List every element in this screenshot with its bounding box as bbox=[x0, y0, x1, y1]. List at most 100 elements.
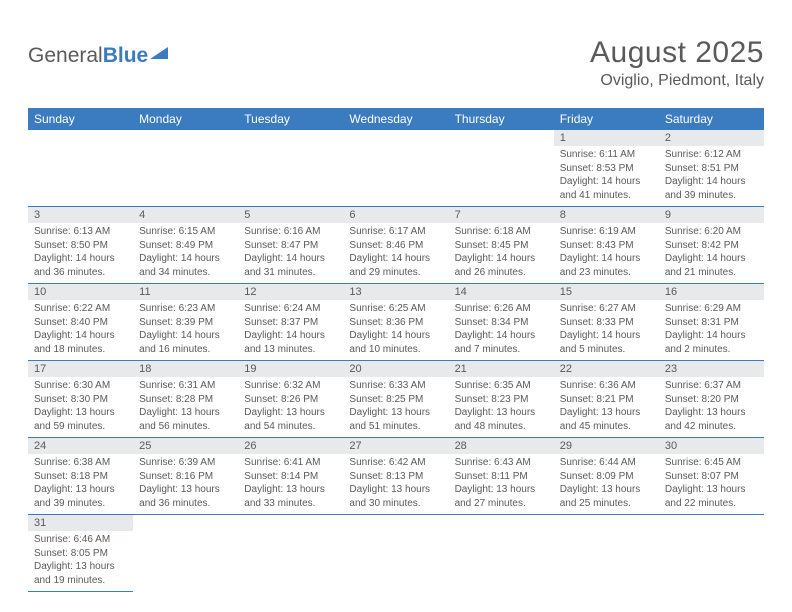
sunrise-line: Sunrise: 6:45 AM bbox=[665, 456, 758, 470]
weekday-header: Sunday bbox=[28, 108, 133, 130]
calendar-cell: 16Sunrise: 6:29 AMSunset: 8:31 PMDayligh… bbox=[659, 284, 764, 361]
sunrise-line: Sunrise: 6:35 AM bbox=[455, 379, 548, 393]
sunrise-line: Sunrise: 6:43 AM bbox=[455, 456, 548, 470]
calendar-cell-empty bbox=[343, 515, 448, 592]
day-details: Sunrise: 6:31 AMSunset: 8:28 PMDaylight:… bbox=[133, 377, 238, 437]
sunrise-line: Sunrise: 6:26 AM bbox=[455, 302, 548, 316]
day-details: Sunrise: 6:46 AMSunset: 8:05 PMDaylight:… bbox=[28, 531, 133, 591]
sunset-line: Sunset: 8:16 PM bbox=[139, 470, 232, 484]
sunset-line: Sunset: 8:45 PM bbox=[455, 239, 548, 253]
day-details: Sunrise: 6:11 AMSunset: 8:53 PMDaylight:… bbox=[554, 146, 659, 206]
day-number: 9 bbox=[659, 207, 764, 223]
sunrise-line: Sunrise: 6:38 AM bbox=[34, 456, 127, 470]
daylight-line: Daylight: 13 hours and 45 minutes. bbox=[560, 406, 653, 433]
calendar-cell: 24Sunrise: 6:38 AMSunset: 8:18 PMDayligh… bbox=[28, 438, 133, 515]
calendar-cell: 30Sunrise: 6:45 AMSunset: 8:07 PMDayligh… bbox=[659, 438, 764, 515]
calendar-cell: 9Sunrise: 6:20 AMSunset: 8:42 PMDaylight… bbox=[659, 207, 764, 284]
calendar-row: 24Sunrise: 6:38 AMSunset: 8:18 PMDayligh… bbox=[28, 438, 764, 515]
weekday-header: Saturday bbox=[659, 108, 764, 130]
day-number: 8 bbox=[554, 207, 659, 223]
day-details: Sunrise: 6:23 AMSunset: 8:39 PMDaylight:… bbox=[133, 300, 238, 360]
day-details: Sunrise: 6:16 AMSunset: 8:47 PMDaylight:… bbox=[238, 223, 343, 283]
day-details: Sunrise: 6:18 AMSunset: 8:45 PMDaylight:… bbox=[449, 223, 554, 283]
day-number: 21 bbox=[449, 361, 554, 377]
sunset-line: Sunset: 8:33 PM bbox=[560, 316, 653, 330]
day-details: Sunrise: 6:32 AMSunset: 8:26 PMDaylight:… bbox=[238, 377, 343, 437]
day-number: 19 bbox=[238, 361, 343, 377]
sunrise-line: Sunrise: 6:25 AM bbox=[349, 302, 442, 316]
day-number: 20 bbox=[343, 361, 448, 377]
day-details: Sunrise: 6:12 AMSunset: 8:51 PMDaylight:… bbox=[659, 146, 764, 206]
day-number: 13 bbox=[343, 284, 448, 300]
sunset-line: Sunset: 8:18 PM bbox=[34, 470, 127, 484]
daylight-line: Daylight: 14 hours and 2 minutes. bbox=[665, 329, 758, 356]
daylight-line: Daylight: 14 hours and 7 minutes. bbox=[455, 329, 548, 356]
day-details: Sunrise: 6:33 AMSunset: 8:25 PMDaylight:… bbox=[343, 377, 448, 437]
daylight-line: Daylight: 13 hours and 56 minutes. bbox=[139, 406, 232, 433]
weekday-header: Monday bbox=[133, 108, 238, 130]
calendar-cell-empty bbox=[133, 130, 238, 207]
sunset-line: Sunset: 8:34 PM bbox=[455, 316, 548, 330]
daylight-line: Daylight: 14 hours and 18 minutes. bbox=[34, 329, 127, 356]
day-number: 25 bbox=[133, 438, 238, 454]
daylight-line: Daylight: 14 hours and 34 minutes. bbox=[139, 252, 232, 279]
calendar-cell: 14Sunrise: 6:26 AMSunset: 8:34 PMDayligh… bbox=[449, 284, 554, 361]
day-details: Sunrise: 6:45 AMSunset: 8:07 PMDaylight:… bbox=[659, 454, 764, 514]
day-number: 2 bbox=[659, 130, 764, 146]
calendar-cell: 1Sunrise: 6:11 AMSunset: 8:53 PMDaylight… bbox=[554, 130, 659, 207]
sunset-line: Sunset: 8:25 PM bbox=[349, 393, 442, 407]
day-number: 31 bbox=[28, 515, 133, 531]
day-details: Sunrise: 6:24 AMSunset: 8:37 PMDaylight:… bbox=[238, 300, 343, 360]
sunset-line: Sunset: 8:26 PM bbox=[244, 393, 337, 407]
calendar-row: 31Sunrise: 6:46 AMSunset: 8:05 PMDayligh… bbox=[28, 515, 764, 592]
sunrise-line: Sunrise: 6:46 AM bbox=[34, 533, 127, 547]
daylight-line: Daylight: 14 hours and 16 minutes. bbox=[139, 329, 232, 356]
day-details: Sunrise: 6:29 AMSunset: 8:31 PMDaylight:… bbox=[659, 300, 764, 360]
brand-logo: GeneralBlue bbox=[28, 44, 168, 68]
day-number: 6 bbox=[343, 207, 448, 223]
weekday-header: Thursday bbox=[449, 108, 554, 130]
day-number: 10 bbox=[28, 284, 133, 300]
day-details: Sunrise: 6:30 AMSunset: 8:30 PMDaylight:… bbox=[28, 377, 133, 437]
sunrise-line: Sunrise: 6:27 AM bbox=[560, 302, 653, 316]
calendar-cell: 27Sunrise: 6:42 AMSunset: 8:13 PMDayligh… bbox=[343, 438, 448, 515]
daylight-line: Daylight: 14 hours and 13 minutes. bbox=[244, 329, 337, 356]
calendar-cell-empty bbox=[449, 130, 554, 207]
calendar-cell: 22Sunrise: 6:36 AMSunset: 8:21 PMDayligh… bbox=[554, 361, 659, 438]
calendar-table: Sunday Monday Tuesday Wednesday Thursday… bbox=[28, 108, 764, 592]
day-details: Sunrise: 6:42 AMSunset: 8:13 PMDaylight:… bbox=[343, 454, 448, 514]
location-text: Oviglio, Piedmont, Italy bbox=[590, 72, 764, 90]
day-details: Sunrise: 6:22 AMSunset: 8:40 PMDaylight:… bbox=[28, 300, 133, 360]
daylight-line: Daylight: 13 hours and 48 minutes. bbox=[455, 406, 548, 433]
calendar-cell-empty bbox=[238, 130, 343, 207]
day-details: Sunrise: 6:37 AMSunset: 8:20 PMDaylight:… bbox=[659, 377, 764, 437]
sunset-line: Sunset: 8:11 PM bbox=[455, 470, 548, 484]
calendar-cell: 28Sunrise: 6:43 AMSunset: 8:11 PMDayligh… bbox=[449, 438, 554, 515]
daylight-line: Daylight: 13 hours and 59 minutes. bbox=[34, 406, 127, 433]
calendar-cell: 26Sunrise: 6:41 AMSunset: 8:14 PMDayligh… bbox=[238, 438, 343, 515]
calendar-cell: 20Sunrise: 6:33 AMSunset: 8:25 PMDayligh… bbox=[343, 361, 448, 438]
day-number: 11 bbox=[133, 284, 238, 300]
day-details: Sunrise: 6:27 AMSunset: 8:33 PMDaylight:… bbox=[554, 300, 659, 360]
weekday-header: Friday bbox=[554, 108, 659, 130]
daylight-line: Daylight: 14 hours and 21 minutes. bbox=[665, 252, 758, 279]
sunrise-line: Sunrise: 6:32 AM bbox=[244, 379, 337, 393]
sunset-line: Sunset: 8:40 PM bbox=[34, 316, 127, 330]
calendar-cell: 13Sunrise: 6:25 AMSunset: 8:36 PMDayligh… bbox=[343, 284, 448, 361]
day-details: Sunrise: 6:36 AMSunset: 8:21 PMDaylight:… bbox=[554, 377, 659, 437]
day-details: Sunrise: 6:39 AMSunset: 8:16 PMDaylight:… bbox=[133, 454, 238, 514]
calendar-cell-empty bbox=[449, 515, 554, 592]
sunset-line: Sunset: 8:20 PM bbox=[665, 393, 758, 407]
day-details: Sunrise: 6:20 AMSunset: 8:42 PMDaylight:… bbox=[659, 223, 764, 283]
sunset-line: Sunset: 8:46 PM bbox=[349, 239, 442, 253]
calendar-cell: 5Sunrise: 6:16 AMSunset: 8:47 PMDaylight… bbox=[238, 207, 343, 284]
sunset-line: Sunset: 8:49 PM bbox=[139, 239, 232, 253]
sunset-line: Sunset: 8:42 PM bbox=[665, 239, 758, 253]
calendar-cell: 11Sunrise: 6:23 AMSunset: 8:39 PMDayligh… bbox=[133, 284, 238, 361]
daylight-line: Daylight: 13 hours and 33 minutes. bbox=[244, 483, 337, 510]
daylight-line: Daylight: 14 hours and 31 minutes. bbox=[244, 252, 337, 279]
calendar-cell-empty bbox=[133, 515, 238, 592]
day-number: 23 bbox=[659, 361, 764, 377]
weekday-header: Tuesday bbox=[238, 108, 343, 130]
calendar-cell: 12Sunrise: 6:24 AMSunset: 8:37 PMDayligh… bbox=[238, 284, 343, 361]
